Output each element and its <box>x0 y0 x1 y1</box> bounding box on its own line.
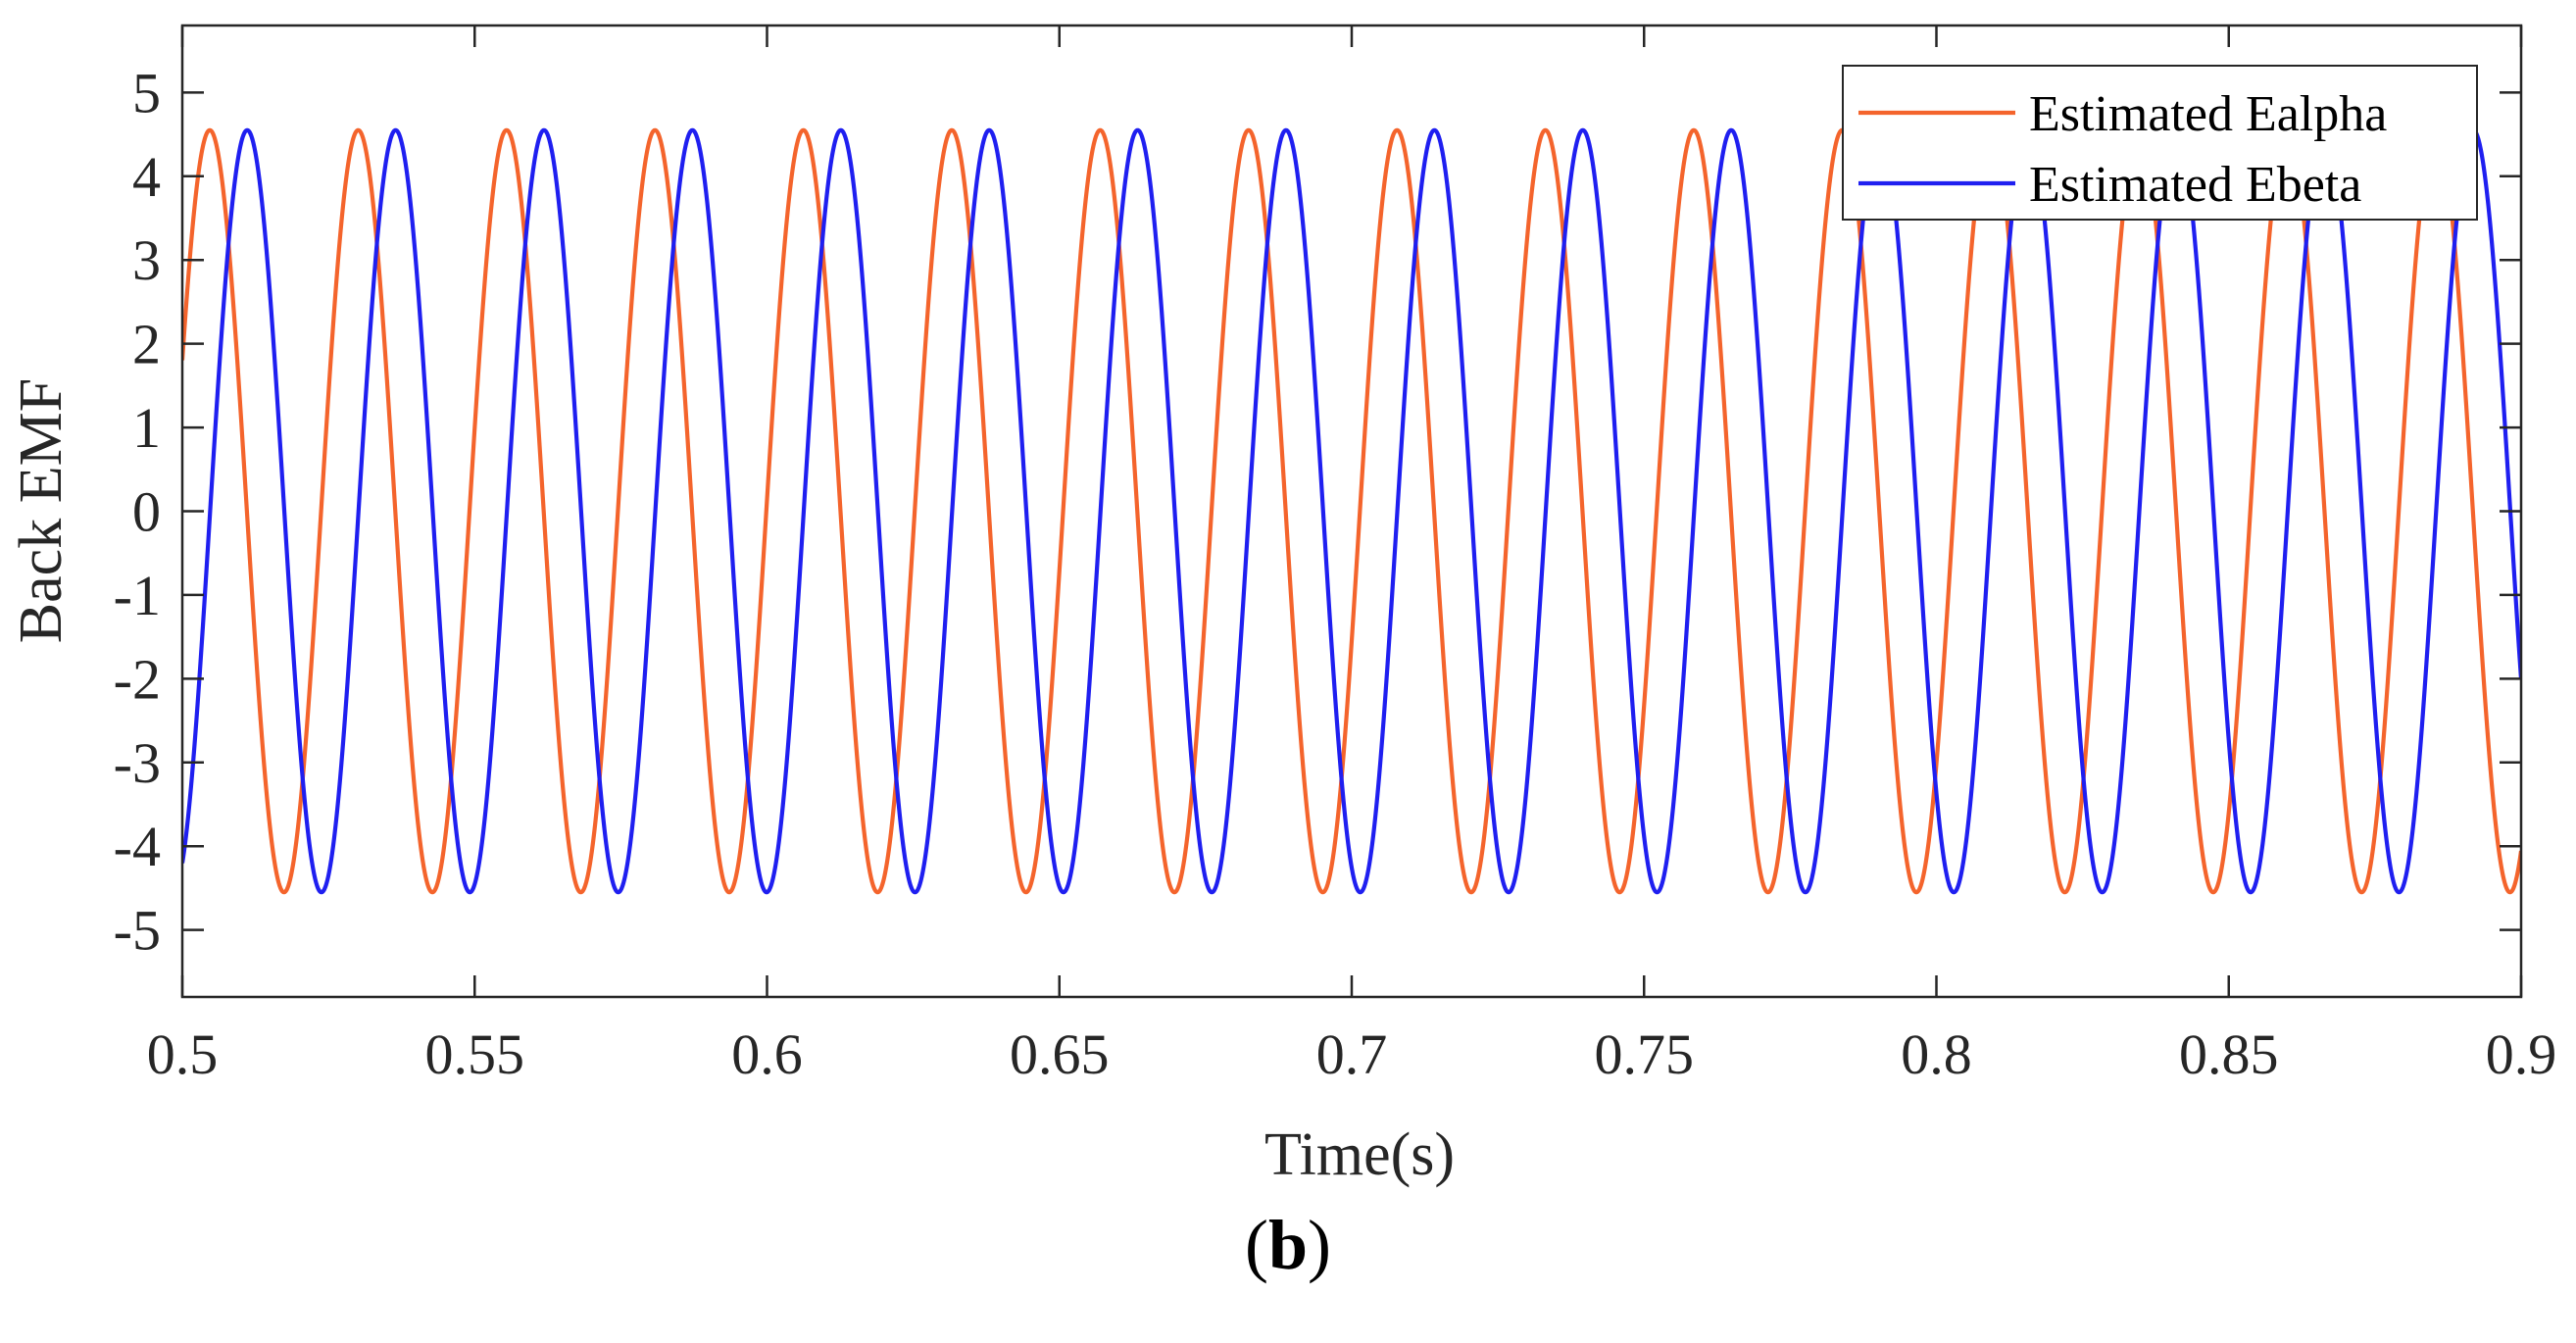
y-tick-label: 5 <box>132 61 161 124</box>
x-tick-label: 0.5 <box>147 1022 219 1086</box>
y-tick-label: -2 <box>114 647 161 711</box>
legend-box <box>1842 65 2478 221</box>
legend: Estimated Ealpha Estimated Ebeta <box>1842 65 2478 221</box>
y-tick-label: 3 <box>132 228 161 292</box>
y-tick-label: 4 <box>132 145 161 209</box>
x-tick-label: 0.55 <box>425 1022 525 1086</box>
panel-label: (b) <box>0 1201 2576 1289</box>
x-tick-label: 0.6 <box>731 1022 803 1086</box>
x-tick-label: 0.75 <box>1595 1022 1695 1086</box>
x-axis-title: Time(s) <box>1264 1121 1455 1188</box>
y-tick-label: -1 <box>114 564 161 627</box>
y-tick-label: -3 <box>114 731 161 795</box>
tick-layer: 0.5 0.55 0.6 0.65 0.7 0.75 0.8 0.85 0.9 5 4 3 2 1 0 -1 -… <box>114 25 2557 1086</box>
x-tick-label: 0.65 <box>1010 1022 1110 1086</box>
y-tick-label: 1 <box>132 396 161 460</box>
panel-label-close: ) <box>1308 1206 1331 1284</box>
y-tick-label: -5 <box>114 899 161 963</box>
y-tick-label: 0 <box>132 480 161 544</box>
panel-label-open: ( <box>1244 1206 1268 1284</box>
x-tick-label: 0.9 <box>2486 1022 2557 1086</box>
y-axis-title: Back EMF <box>8 378 74 643</box>
x-tick-label: 0.7 <box>1316 1022 1388 1086</box>
x-tick-label: 0.85 <box>2179 1022 2279 1086</box>
x-tick-label: 0.8 <box>1901 1022 1972 1086</box>
legend-label-2: Estimated Ebeta <box>2029 157 2361 213</box>
panel-label-letter: b <box>1267 1206 1309 1284</box>
y-tick-label: -4 <box>114 815 161 878</box>
series-line-2 <box>182 127 2521 895</box>
legend-label-1: Estimated Ealpha <box>2029 86 2387 142</box>
y-tick-label: 2 <box>132 313 161 376</box>
